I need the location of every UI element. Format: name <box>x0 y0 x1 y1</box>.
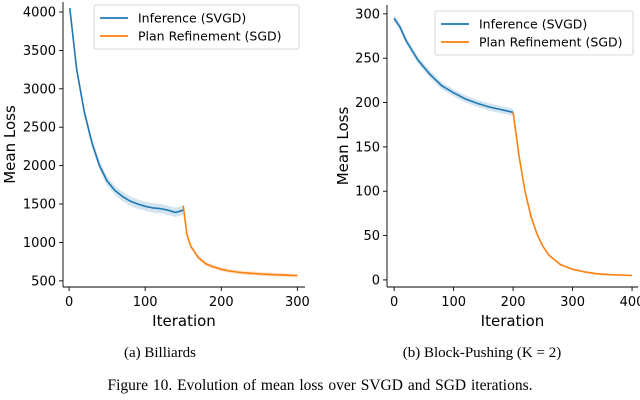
x-axis-label: Iteration <box>152 312 216 330</box>
series-line-inference <box>69 8 184 214</box>
y-tick-label: 150 <box>355 140 380 155</box>
series-line-inference <box>393 17 514 114</box>
legend-box <box>93 4 300 50</box>
x-tick-label: 300 <box>560 295 585 310</box>
confidence-band-1 <box>513 111 633 277</box>
legend-label-1: Plan Refinement (SGD) <box>138 29 282 44</box>
y-tick-label: 3500 <box>23 44 56 59</box>
x-tick-label: 0 <box>65 295 73 310</box>
x-tick-label: 0 <box>390 295 398 310</box>
figure-plots: 0 100 200 300500100015002000250030003500400… <box>1 2 640 330</box>
x-tick-label: 200 <box>501 295 526 310</box>
y-tick-label: 500 <box>31 274 56 289</box>
legend-label-0: Inference (SVGD) <box>138 11 246 26</box>
y-axis-label: Mean Loss <box>334 107 352 186</box>
chart-block-pushing: 0 100 200 300 400 0 50 100 150 200 250 300 Iteration… <box>334 5 640 330</box>
y-tick-label: 4000 <box>23 5 56 20</box>
y-tick-label: 50 <box>363 229 380 244</box>
y-tick-label: 1000 <box>23 236 56 251</box>
legend-label-0: Inference (SVGD) <box>479 17 587 32</box>
legend-box <box>434 10 634 56</box>
series-line-refinement <box>512 112 633 277</box>
y-tick-label: 300 <box>355 7 380 22</box>
x-tick-label: 300 <box>285 295 310 310</box>
legend: Inference (SVGD) Plan Refinement (SGD) <box>93 4 300 50</box>
confidence-band-1 <box>183 203 298 278</box>
y-tick-label: 3000 <box>23 82 56 97</box>
y-tick-label: 100 <box>355 185 380 200</box>
figure-caption: Figure 10. Evolution of mean loss over S… <box>107 377 533 394</box>
x-tick-label: 400 <box>620 295 640 310</box>
legend-label-1: Plan Refinement (SGD) <box>479 35 623 50</box>
series-line-refinement <box>182 205 298 277</box>
x-tick-label: 100 <box>133 295 158 310</box>
x-tick-label: 200 <box>209 295 234 310</box>
y-tick-label: 2500 <box>23 121 56 136</box>
y-tick-label: 1500 <box>23 198 56 213</box>
subcaption-a: (a) Billiards <box>123 345 197 361</box>
y-tick-label: 250 <box>355 52 380 67</box>
x-axis-label: Iteration <box>481 312 545 330</box>
confidence-band-0 <box>394 14 514 116</box>
y-tick-label: 0 <box>372 273 380 288</box>
y-axis-label: Mean Loss <box>1 105 19 184</box>
chart-billiards: 0 100 200 300 500 1000 1500 2000 2500 3000 3500 400… <box>1 2 310 330</box>
x-tick-label: 100 <box>441 295 466 310</box>
y-tick-label: 200 <box>355 96 380 111</box>
legend: Inference (SVGD) Plan Refinement (SGD) <box>434 10 634 56</box>
y-tick-label: 2000 <box>23 159 56 174</box>
subcaption-b: (b) Block-Pushing (K = 2) <box>402 345 562 361</box>
